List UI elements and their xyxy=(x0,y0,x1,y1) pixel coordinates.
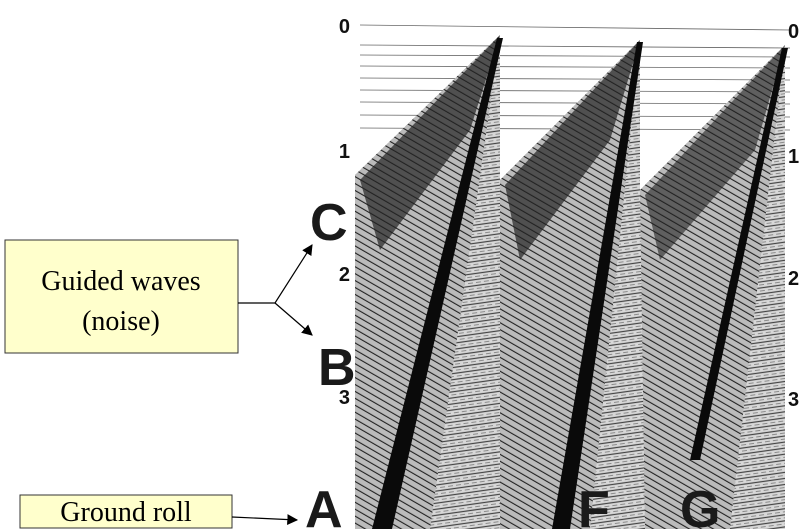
time-label: 1 xyxy=(788,146,799,168)
gather-letter: B xyxy=(318,339,356,397)
callout-arrow xyxy=(275,303,312,335)
figure: 0 1 2 3 0 1 2 3 C B A F G Guided waves (noise) Gro… xyxy=(0,0,801,529)
gather-letter: F xyxy=(578,481,610,529)
time-label: 2 xyxy=(788,268,799,290)
callout-text: Guided waves xyxy=(41,266,200,297)
callout-text: Ground roll xyxy=(60,497,192,528)
gather-letter: A xyxy=(305,481,343,529)
time-label: 2 xyxy=(339,264,350,286)
seismic-gathers xyxy=(355,25,790,529)
time-label: 0 xyxy=(788,21,799,43)
right-time-axis: 0 1 2 3 xyxy=(788,21,799,411)
ground-roll-callout: Ground roll xyxy=(20,495,297,528)
callout-arrow xyxy=(238,245,312,303)
gather-letter: G xyxy=(680,481,720,529)
time-label: 1 xyxy=(339,141,350,163)
callout-arrow xyxy=(232,517,297,520)
time-label: 3 xyxy=(788,389,799,411)
guided-waves-callout: Guided waves (noise) xyxy=(5,240,312,353)
callout-text: (noise) xyxy=(82,306,160,337)
time-label: 0 xyxy=(339,16,350,38)
gather-letter: C xyxy=(310,194,348,252)
